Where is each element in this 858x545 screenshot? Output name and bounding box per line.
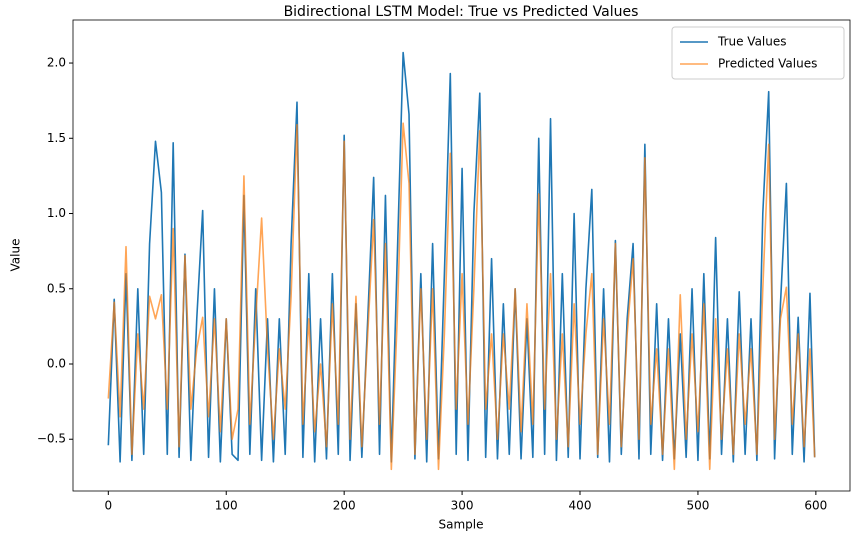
x-axis-label: Sample (439, 518, 484, 532)
data-line (107, 122, 816, 471)
legend-label: Predicted Values (718, 57, 817, 71)
y-tick-label: 0.5 (47, 281, 66, 295)
x-tick-label: 500 (686, 499, 709, 513)
data-line (107, 51, 816, 463)
y-tick-label: 0.0 (47, 356, 66, 370)
chart-title: Bidirectional LSTM Model: True vs Predic… (284, 4, 639, 20)
y-axis-label: Value (9, 239, 23, 272)
x-tick-label: 100 (215, 499, 238, 513)
legend-label: True Values (717, 35, 787, 49)
x-tick-label: 200 (333, 499, 356, 513)
y-tick-label: 1.0 (47, 206, 66, 220)
x-tick-label: 0 (104, 499, 112, 513)
x-tick-label: 400 (569, 499, 592, 513)
y-tick-label: −0.5 (37, 432, 66, 446)
x-tick-label: 600 (804, 499, 827, 513)
x-tick-label: 300 (451, 499, 474, 513)
y-tick-label: 2.0 (47, 56, 66, 70)
plot-frame (72, 19, 851, 492)
y-tick-label: 1.5 (47, 131, 66, 145)
legend-box (671, 26, 845, 80)
